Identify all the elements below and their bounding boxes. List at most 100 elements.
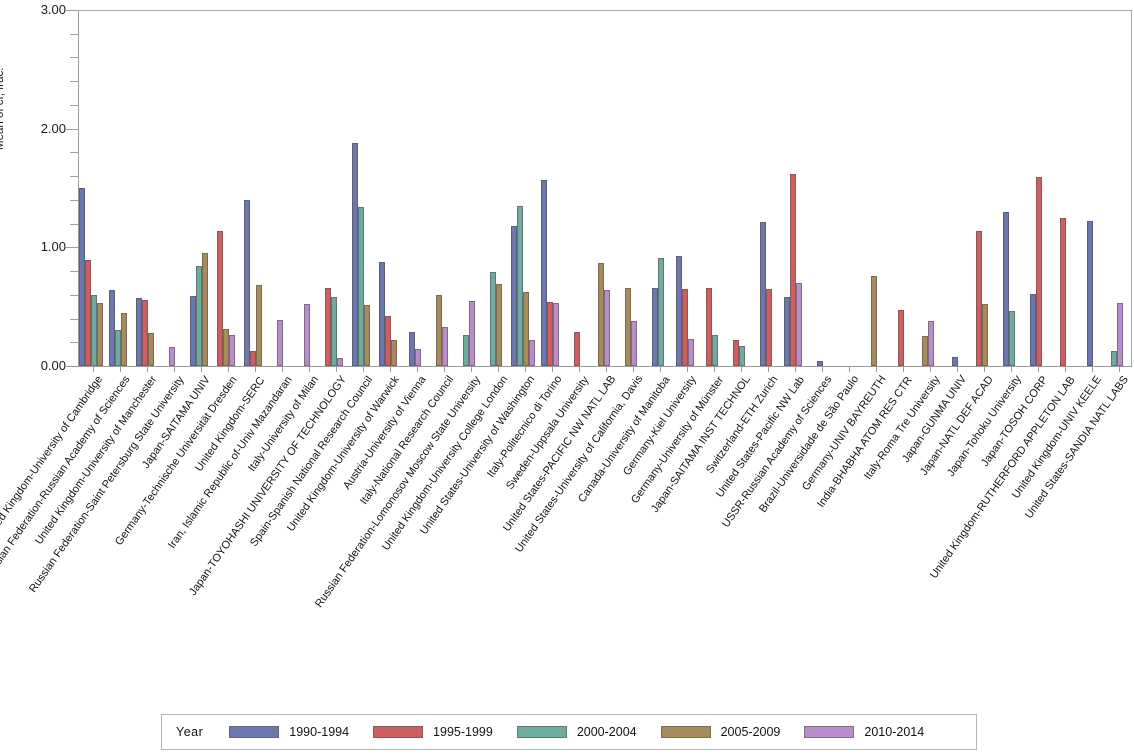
bar: [384, 316, 391, 366]
y-axis-minor-tick: [70, 294, 78, 296]
x-axis-tick-label: Japan-SAITAMA UNIV: [140, 374, 214, 471]
bar: [765, 288, 772, 366]
x-axis-tick-label: United Kingdom-University of Manchester: [33, 374, 160, 548]
x-axis-tick: [578, 367, 580, 372]
x-axis-tick: [902, 367, 904, 372]
bar-group: [835, 10, 862, 366]
bar: [120, 312, 127, 366]
x-axis-tick-label: Russian Federation-Russian Academy of Sc…: [0, 373, 133, 584]
x-axis-tick-label: United Kingdom-University College London: [380, 373, 511, 553]
bar: [540, 179, 547, 366]
legend-item[interactable]: 2000-2004: [516, 725, 637, 739]
bar: [552, 303, 559, 366]
bar: [687, 338, 694, 366]
legend-swatch: [229, 726, 280, 738]
legend-item[interactable]: 1995-1999: [373, 725, 493, 739]
bar: [546, 301, 553, 366]
x-axis-tick: [848, 367, 850, 372]
bar-group: [970, 10, 997, 366]
bar-group: [403, 10, 430, 366]
bar-group: [592, 10, 619, 366]
legend-label: 2005-2009: [720, 725, 781, 739]
x-axis-tick-label: Italy-Politecnico di Torino: [485, 373, 565, 480]
y-axis-minor-tick: [70, 342, 78, 344]
x-axis-tick-label: United Kingdom-RUTHERFORD APPLETON LAB: [927, 374, 1078, 581]
bar: [84, 260, 91, 366]
bar: [528, 339, 535, 366]
y-axis-major-tick: [66, 366, 78, 367]
x-axis-tick-label: United States-University of California, …: [513, 373, 646, 556]
legend-swatch: [660, 726, 711, 738]
bar-group: [484, 10, 511, 366]
y-axis-minor-tick: [70, 199, 78, 201]
bar-group: [916, 10, 943, 366]
bar-group: [133, 10, 160, 366]
bar: [90, 294, 97, 366]
bar: [108, 290, 115, 366]
x-axis-tick: [686, 367, 688, 372]
bar: [324, 287, 331, 366]
bar: [414, 349, 421, 366]
bar: [921, 336, 928, 366]
bar-group: [1051, 10, 1078, 366]
bar: [510, 225, 517, 366]
bar: [657, 258, 664, 366]
bar: [651, 287, 658, 366]
y-axis-major-tick: [66, 247, 78, 249]
legend: Year 1990-1994 1995-1999 2000-2004 2005-200…: [161, 714, 977, 750]
x-axis-tick-label: Iran, Islamic Republic of-Univ Mazandara…: [165, 373, 295, 551]
x-axis-tick: [929, 367, 931, 372]
x-axis-tick-label: United States-SANDIA NATL LABS: [1023, 373, 1132, 521]
bar: [78, 188, 85, 366]
bar-group: [619, 10, 646, 366]
legend-item[interactable]: 2010-2014: [804, 725, 924, 739]
x-axis-tick-label: USSR-Russian Academy of Sciences: [720, 373, 835, 530]
y-axis-minor-tick: [70, 318, 78, 320]
bar: [243, 199, 250, 366]
bar: [96, 303, 103, 366]
x-axis-tick: [1037, 367, 1039, 372]
y-axis-tick-label: 3.00: [40, 2, 66, 17]
bar-group: [268, 10, 295, 366]
x-axis-tick: [605, 367, 607, 372]
x-axis-tick: [524, 367, 526, 372]
x-axis-tick: [389, 367, 391, 372]
bar-group: [862, 10, 889, 366]
y-axis-minor-tick: [70, 152, 78, 154]
legend-item[interactable]: 1990-1994: [229, 725, 349, 739]
bar: [357, 207, 364, 366]
bar-group: [646, 10, 673, 366]
x-axis-tick: [92, 367, 94, 372]
bar: [378, 261, 385, 366]
bar: [573, 331, 580, 366]
x-axis-tick-label: Italy-National Research Council: [358, 373, 457, 508]
bar: [255, 285, 262, 366]
bar: [732, 339, 739, 366]
x-axis-tick-label: Japan-GUNMA UNIV: [900, 373, 970, 466]
bar: [1029, 293, 1036, 366]
bar: [897, 310, 904, 366]
bar: [927, 320, 934, 366]
bar-group: [430, 10, 457, 366]
y-axis-minor-tick: [70, 271, 78, 273]
bar: [435, 294, 442, 366]
x-axis-tick: [200, 367, 202, 372]
bar: [675, 255, 682, 366]
bar: [759, 222, 766, 366]
x-axis-tick-label: Austria-University of Vienna: [341, 374, 430, 493]
x-axis-tick-label: Russian Federation-Saint Petersburg Stat…: [26, 373, 187, 595]
bar: [597, 262, 604, 366]
x-axis-tick-label: Spain-Spanish National Research Council: [247, 374, 376, 549]
bar-group: [322, 10, 349, 366]
bar: [249, 350, 256, 366]
x-axis-tick-label: United Kingdom-University of Warwick: [285, 374, 403, 535]
bar-group: [808, 10, 835, 366]
legend-item[interactable]: 2005-2009: [660, 725, 781, 739]
legend-label: 2010-2014: [864, 725, 925, 739]
x-axis-tick-label: United Kingdom-University of Cambridge: [0, 373, 106, 544]
x-axis-tick-label: Brazil-Universidade de São Paulo: [757, 373, 862, 516]
bar-group: [727, 10, 754, 366]
x-axis-tick-label: Japan-Tohoku University: [944, 373, 1024, 480]
y-axis-tick-label: 2.00: [40, 120, 66, 136]
